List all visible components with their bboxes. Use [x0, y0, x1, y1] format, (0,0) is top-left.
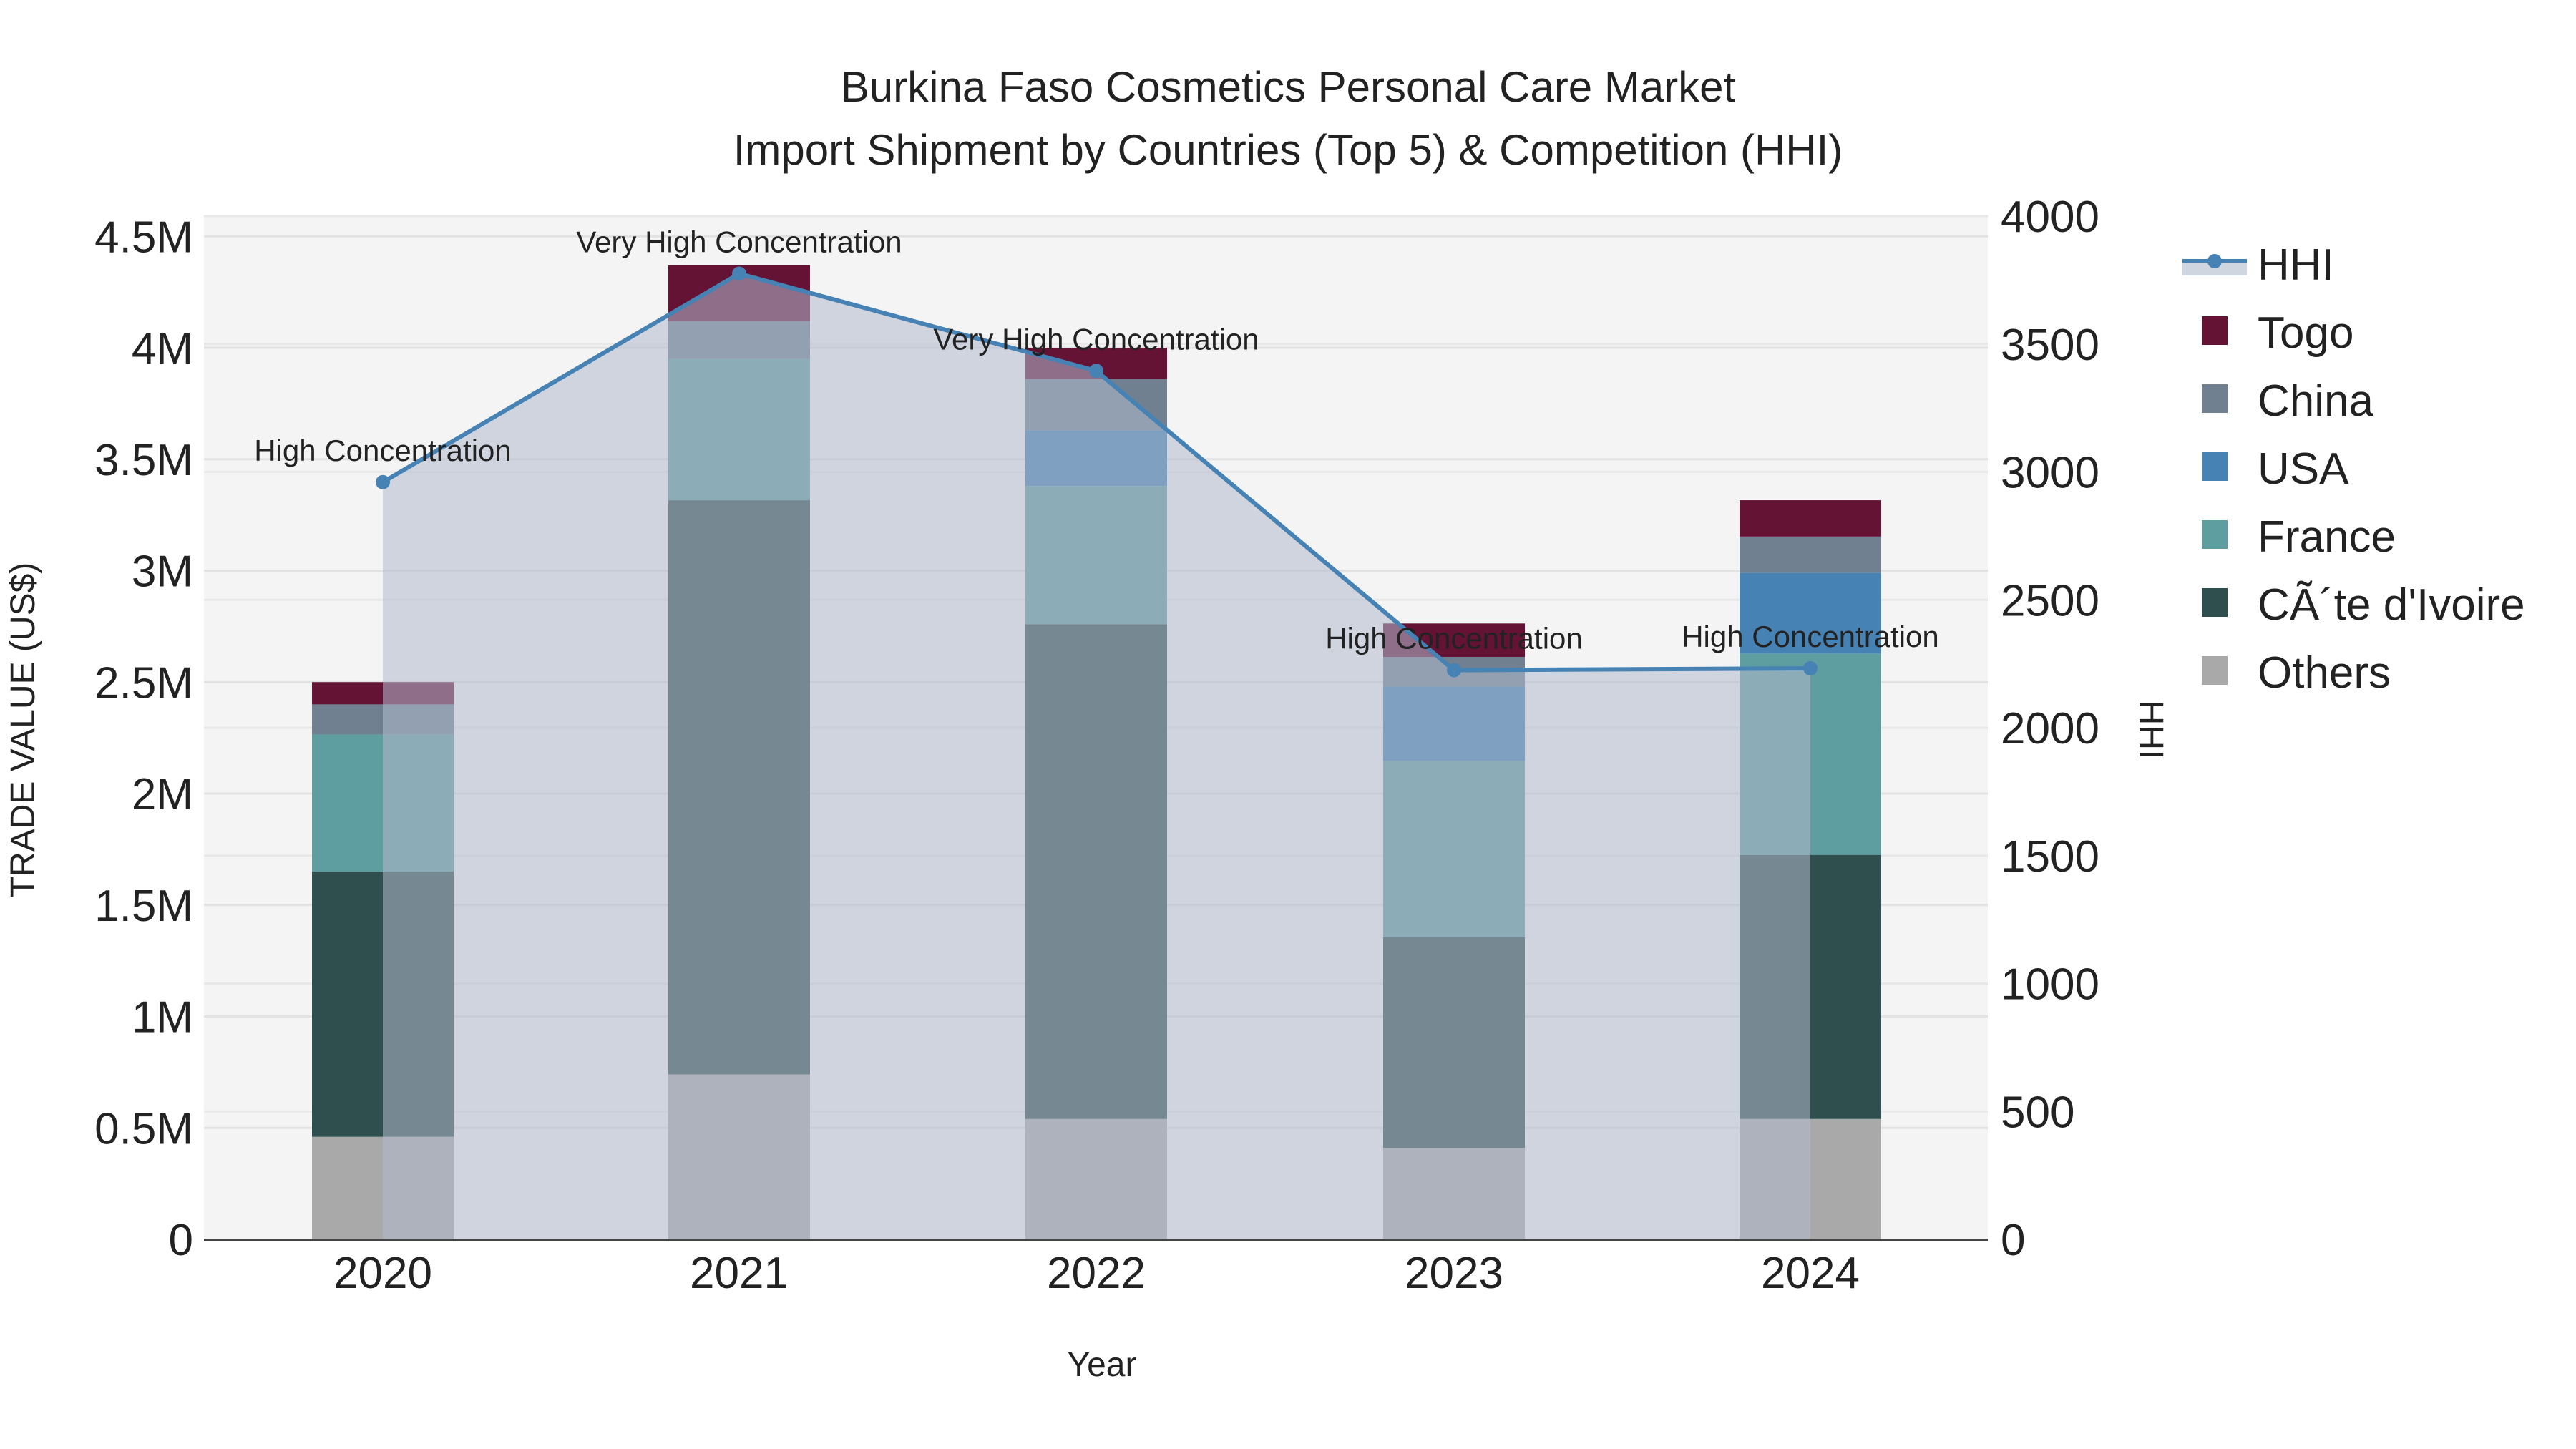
y-right-tick-label: 500 [2001, 1088, 2074, 1137]
y-left-tick-label: 1M [132, 993, 193, 1043]
x-tick-label: 2023 [1405, 1249, 1503, 1298]
legend-item[interactable]: CÃ´te d'Ivoire [2202, 580, 2525, 630]
legend-item[interactable]: China [2202, 376, 2374, 426]
hhi-line [376, 266, 1818, 1239]
y-left-tick-label: 2.5M [94, 658, 193, 708]
y-left-tick-label: 0 [169, 1216, 193, 1265]
y-right-tick-label: 1000 [2001, 960, 2099, 1010]
legend: HHI Togo China USA France CÃ´te d'Ivoire Other… [2182, 240, 2525, 698]
chart-title-line2: Import Shipment by Countries (Top 5) & C… [733, 126, 1843, 174]
y-left-tick-label: 2M [132, 770, 193, 819]
y-left-tick-label: 3.5M [94, 436, 193, 485]
y-left-tick-label: 4M [132, 324, 193, 374]
y-left-tick-label: 0.5M [94, 1104, 193, 1153]
hhi-annotation: High Concentration [1325, 622, 1583, 655]
legend-item[interactable]: USA [2202, 444, 2349, 494]
y-left-tick-label: 1.5M [94, 882, 193, 931]
bar-segment [1740, 572, 1881, 654]
y-right-tick-label: 3000 [2001, 449, 2099, 498]
y-right-axis-label: HHI [2132, 701, 2170, 760]
legend-swatch-icon [2202, 656, 2228, 685]
x-tick-label: 2024 [1761, 1249, 1860, 1298]
legend-swatch-icon [2202, 452, 2228, 481]
y-right-tick-label: 2500 [2001, 576, 2099, 625]
x-tick-label: 2021 [690, 1249, 789, 1298]
legend-item[interactable]: Togo [2202, 308, 2353, 358]
hhi-annotation: Very High Concentration [933, 322, 1259, 356]
y-left-axis-label: TRADE VALUE (US$) [4, 562, 42, 898]
legend-item[interactable]: HHI [2182, 240, 2334, 290]
x-tick-label: 2022 [1047, 1249, 1146, 1298]
x-ticks: 2020 2021 2022 2023 2024 [333, 1249, 1860, 1298]
hhi-point [1447, 663, 1461, 678]
y-right-tick-label: 2000 [2001, 704, 2099, 753]
x-tick-label: 2020 [333, 1249, 432, 1298]
legend-swatch-icon [2202, 384, 2228, 413]
legend-label: HHI [2258, 240, 2334, 290]
y-right-ticks: 0 500 1000 1500 2000 2500 3000 3500 4000 [2001, 192, 2099, 1265]
y-right-tick-label: 0 [2001, 1216, 2025, 1265]
hhi-point [732, 266, 746, 281]
hhi-point [1089, 364, 1103, 379]
legend-swatch-icon [2202, 588, 2228, 617]
y-left-tick-label: 3M [132, 547, 193, 597]
legend-label: CÃ´te d'Ivoire [2258, 580, 2525, 630]
legend-item[interactable]: Others [2202, 648, 2391, 698]
legend-label: Togo [2258, 308, 2353, 358]
hhi-area-fill [383, 273, 1810, 1239]
hhi-annotation: High Concentration [254, 434, 512, 467]
legend-label: USA [2258, 444, 2349, 494]
hhi-annotations: High Concentration Very High Concentratio… [254, 225, 1939, 655]
y-right-tick-label: 3500 [2001, 321, 2099, 370]
y-left-ticks: 0 0.5M 1M 1.5M 2M 2.5M 3M 3.5M 4M 4.5M [94, 213, 193, 1265]
y-left-tick-label: 4.5M [94, 213, 193, 262]
legend-label: China [2258, 376, 2374, 426]
y-right-tick-label: 4000 [2001, 192, 2099, 242]
hhi-point [376, 474, 390, 489]
y-right-tick-label: 1500 [2001, 832, 2099, 882]
chart-title-line1: Burkina Faso Cosmetics Personal Care Mar… [841, 63, 1736, 111]
bar-segment [1740, 500, 1881, 537]
legend-swatch-icon [2202, 316, 2228, 345]
hhi-point [1803, 661, 1818, 676]
legend-marker-icon [2207, 254, 2222, 268]
legend-label: Others [2258, 648, 2391, 698]
legend-label: France [2258, 512, 2396, 562]
x-axis-label: Year [1068, 1346, 1137, 1384]
legend-swatch-icon [2202, 520, 2228, 549]
bar-segment [1740, 536, 1881, 573]
hhi-annotation: High Concentration [1682, 620, 1939, 653]
legend-item[interactable]: France [2202, 512, 2396, 562]
hhi-annotation: Very High Concentration [576, 225, 902, 258]
